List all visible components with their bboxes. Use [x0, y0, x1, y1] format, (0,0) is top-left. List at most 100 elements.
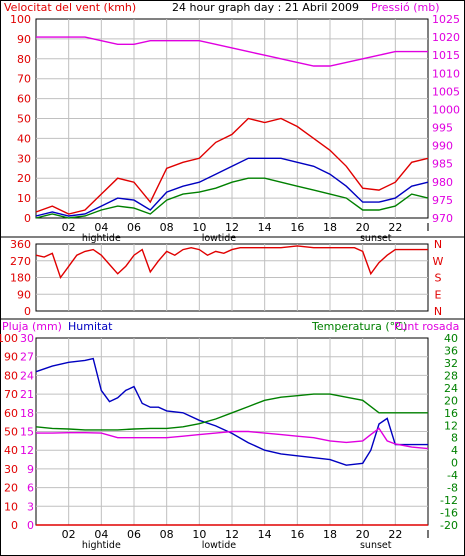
x-tick-label: I: [426, 221, 429, 234]
y-tick-label-temperature: 24: [444, 382, 458, 395]
y-tick-label-pressure: 970: [432, 212, 453, 225]
y-tick-label-temperature: 0: [451, 457, 458, 470]
y-tick-label-pressure: 990: [432, 140, 453, 153]
x-tick-label: 22: [388, 528, 402, 541]
x-tick-label: 20: [356, 528, 370, 541]
x-tick-label: 18: [323, 221, 337, 234]
y-tick-label-rain: 6: [27, 482, 34, 495]
lowtide-annotation: lowtide: [202, 540, 237, 551]
y-tick-label-direction: 90: [17, 288, 31, 301]
y-tick-label-direction: 270: [10, 255, 31, 268]
y-tick-label-pressure: 1010: [432, 67, 460, 80]
y-tick-label-wind: 0: [24, 212, 31, 225]
x-tick-label: 20: [356, 221, 370, 234]
y-tick-label-direction: 0: [24, 305, 31, 318]
y-tick-label-temperature: 28: [444, 369, 458, 382]
direction-letter: E: [435, 288, 442, 301]
y-tick-label-temperature: 32: [444, 357, 458, 370]
y-tick-label-temperature: -4: [447, 469, 458, 482]
temperature-label: Temperatura (°C): [311, 320, 407, 333]
direction-letter: N: [434, 238, 442, 251]
x-tick-label: 08: [160, 221, 174, 234]
y-tick-label-pressure: 980: [432, 176, 453, 189]
series-line-0: [36, 36, 428, 67]
sunset-annotation: sunset: [360, 540, 392, 551]
x-tick-label: 08: [160, 528, 174, 541]
y-tick-label-humidity: 80: [4, 369, 18, 382]
y-tick-label-temperature: 20: [444, 394, 458, 407]
y-tick-label-temperature: -16: [440, 507, 458, 520]
series-line-2: [35, 157, 429, 217]
series-line-2: [36, 427, 429, 450]
y-tick-label-temperature: 12: [444, 419, 458, 432]
y-tick-label-pressure: 975: [432, 194, 453, 207]
direction-letter: W: [433, 255, 444, 268]
y-tick-label-rain: 0: [27, 519, 34, 532]
dew-point-label: Punt rosada: [394, 320, 459, 333]
y-tick-label-wind: 40: [17, 132, 31, 145]
x-tick-label: 22: [388, 221, 402, 234]
x-tick-label: 18: [323, 528, 337, 541]
y-tick-label-rain: 3: [27, 500, 34, 513]
y-tick-label-temperature: -20: [440, 519, 458, 532]
lowtide-annotation: lowtide: [202, 233, 237, 244]
y-tick-label-rain: 24: [20, 369, 34, 382]
y-tick-label-pressure: 1005: [432, 85, 460, 98]
series-line-1: [35, 117, 429, 215]
rain-label: Pluja (mm): [2, 320, 62, 333]
x-tick-label: 02: [62, 528, 76, 541]
hightide-annotation: hightide: [82, 233, 121, 244]
x-tick-label: 06: [127, 221, 141, 234]
y-tick-label-wind: 60: [17, 93, 31, 106]
direction-letter: N: [434, 305, 442, 318]
y-tick-label-pressure: 985: [432, 158, 453, 171]
x-tick-label: 04: [94, 528, 108, 541]
y-tick-label-humidity: 50: [4, 426, 18, 439]
y-tick-label-humidity: 30: [4, 463, 18, 476]
y-tick-label-humidity: 90: [4, 351, 18, 364]
y-tick-label-humidity: 40: [4, 444, 18, 457]
hightide-annotation: hightide: [82, 540, 121, 551]
y-tick-label-humidity: 20: [4, 482, 18, 495]
y-tick-label-pressure: 1000: [432, 103, 460, 116]
chart-title: 24 hour graph day : 21 Abril 2009: [172, 1, 359, 14]
y-tick-label-pressure: 1020: [432, 31, 460, 44]
y-tick-label-humidity: 70: [4, 388, 18, 401]
y-tick-label-temperature: 8: [451, 432, 458, 445]
y-tick-label-humidity: 100: [0, 332, 18, 345]
y-tick-label-rain: 12: [20, 444, 34, 457]
y-tick-label-rain: 27: [20, 351, 34, 364]
y-tick-label-pressure: 1015: [432, 49, 460, 62]
wind-speed-label: Velocitat del vent (kmh): [4, 1, 136, 14]
y-tick-label-temperature: -8: [447, 482, 458, 495]
y-tick-label-humidity: 10: [4, 500, 18, 513]
x-tick-label: I: [426, 528, 429, 541]
y-tick-label-humidity: 0: [11, 519, 18, 532]
x-tick-label: 02: [62, 221, 76, 234]
series-line-3: [35, 177, 429, 219]
y-tick-label-rain: 9: [27, 463, 34, 476]
y-tick-label-wind: 80: [17, 53, 31, 66]
y-tick-label-wind: 10: [17, 192, 31, 205]
series-line-0: [35, 357, 428, 466]
x-tick-label: 16: [290, 221, 304, 234]
y-tick-label-temperature: 16: [444, 407, 458, 420]
x-tick-label: 10: [192, 528, 206, 541]
wind-direction-line: [35, 245, 428, 280]
direction-letter: S: [435, 272, 442, 285]
x-tick-label: 04: [94, 221, 108, 234]
y-tick-label-temperature: -12: [440, 494, 458, 507]
x-tick-label: 16: [290, 528, 304, 541]
y-tick-label-direction: 180: [10, 272, 31, 285]
pressure-label: Pressió (mb): [371, 1, 440, 14]
y-tick-label-rain: 15: [20, 426, 34, 439]
y-tick-label-rain: 30: [20, 332, 34, 345]
y-tick-label-wind: 20: [17, 172, 31, 185]
y-tick-label-temperature: 4: [451, 444, 458, 457]
x-tick-label: 10: [192, 221, 206, 234]
y-tick-label-humidity: 60: [4, 407, 18, 420]
y-tick-label-temperature: 36: [444, 344, 458, 357]
y-tick-label-rain: 18: [20, 407, 34, 420]
x-tick-label: 12: [225, 528, 239, 541]
